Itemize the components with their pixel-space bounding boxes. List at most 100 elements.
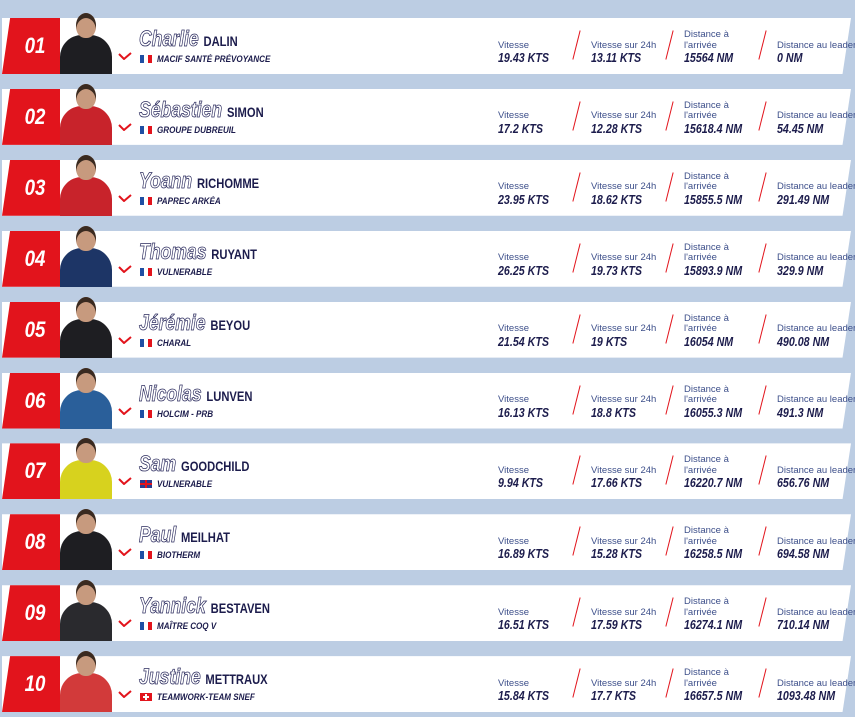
row-background xyxy=(2,372,851,429)
team-name: PAPREC ARKÉA xyxy=(157,195,221,207)
skipper-name[interactable]: Jérémie BEYOU xyxy=(139,309,251,336)
stat-dist-leader: Distance au leader 291.49 NM xyxy=(777,160,855,216)
skipper-row[interactable]: 09 Yannick BESTAVEN MAÎTRE COQ V Vitesse 16… xyxy=(0,580,855,642)
stat-speed24: Vitesse sur 24h 19.73 KTS xyxy=(591,231,671,287)
stat-dist-leader: Distance au leader 54.45 NM xyxy=(777,89,855,145)
stat-speed: Vitesse 19.43 KTS xyxy=(498,18,578,74)
skipper-row[interactable]: 01 Charlie DALIN MACIF SANTÉ PRÉVOYANCE Vi… xyxy=(0,13,855,74)
stat-value: 13.11 KTS xyxy=(591,50,642,65)
rank-number: 04 xyxy=(24,245,46,271)
chevron-down-icon[interactable] xyxy=(118,264,132,273)
last-name: SIMON xyxy=(226,103,264,120)
chevron-down-icon[interactable] xyxy=(118,194,132,202)
stat-value: 15893.9 NM xyxy=(684,262,743,278)
stat-speed24: Vitesse sur 24h 17.59 KTS xyxy=(591,585,671,641)
skipper-row[interactable]: 08 Paul MEILHAT BIOTHERM Vitesse 16.89 KTS V… xyxy=(0,509,855,571)
skipper-row[interactable]: 10 Justine METTRAUX TEAMWORK-TEAM SNEF Vit… xyxy=(0,651,855,713)
skipper-name[interactable]: Sébastien SIMON xyxy=(139,96,264,123)
stat-value: 16055.3 NM xyxy=(684,404,743,420)
skipper-row[interactable]: 05 Jérémie BEYOU CHARAL Vitesse 21.54 KTS Vi… xyxy=(0,296,855,358)
skipper-photo xyxy=(56,576,116,642)
team-name: BIOTHERM xyxy=(157,550,201,562)
chevron-down-icon[interactable] xyxy=(118,52,132,60)
stat-label: Vitesse sur 24h xyxy=(591,110,657,122)
stat-label: Distance au leader xyxy=(777,464,855,476)
row-background xyxy=(2,443,851,500)
skipper-row[interactable]: 07 Sam GOODCHILD VULNERABLE Vitesse 9.94 KT… xyxy=(0,438,855,500)
stat-speed: Vitesse 16.89 KTS xyxy=(498,514,578,570)
rank-number: 06 xyxy=(24,387,46,413)
rank-number: 08 xyxy=(24,529,46,555)
skipper-row[interactable]: 02 Sébastien SIMON GROUPE DUBREUIL Vitesse… xyxy=(0,83,855,145)
stat-value: 9.94 KTS xyxy=(498,475,544,491)
stat-speed: Vitesse 26.25 KTS xyxy=(498,231,578,287)
stat-speed: Vitesse 16.51 KTS xyxy=(498,585,578,641)
chevron-down-icon[interactable] xyxy=(118,123,132,131)
flag-icon xyxy=(140,338,152,347)
skipper-name[interactable]: Charlie DALIN xyxy=(139,26,238,52)
chevron-down-icon[interactable] xyxy=(118,477,132,486)
stat-value: 16274.1 NM xyxy=(684,617,743,633)
last-name: METTRAUX xyxy=(205,671,268,688)
stat-label: Vitesse xyxy=(498,39,529,51)
last-name: DALIN xyxy=(203,33,238,49)
row-background xyxy=(2,585,851,642)
chevron-down-icon[interactable] xyxy=(118,619,132,628)
first-name: Charlie xyxy=(139,26,199,52)
stat-label: Distance à l'arrivée xyxy=(684,525,729,547)
first-name: Sébastien xyxy=(139,96,223,122)
last-name: BEYOU xyxy=(210,316,251,333)
stat-value: 710.14 NM xyxy=(777,617,830,633)
chevron-down-icon[interactable] xyxy=(118,406,132,415)
first-name: Sam xyxy=(139,451,177,477)
rank-number: 09 xyxy=(24,600,46,626)
stat-value: 490.08 NM xyxy=(777,333,830,349)
stat-dist-finish: Distance à l'arrivée 16657.5 NM xyxy=(684,656,764,712)
stat-label: Vitesse xyxy=(498,110,529,122)
stat-dist-finish: Distance à l'arrivée 16054 NM xyxy=(684,302,764,358)
rank-number: 05 xyxy=(24,316,46,342)
rank-badge: 02 xyxy=(2,88,60,145)
skipper-row[interactable]: 04 Thomas RUYANT VULNERABLE Vitesse 26.25 K… xyxy=(0,225,855,287)
skipper-name[interactable]: Yoann RICHOMME xyxy=(139,167,259,194)
stat-label: Vitesse sur 24h xyxy=(591,394,657,405)
stat-label: Vitesse xyxy=(498,535,529,547)
stat-speed: Vitesse 21.54 KTS xyxy=(498,302,578,358)
skipper-row[interactable]: 03 Yoann RICHOMME PAPREC ARKÉA Vitesse 23.9… xyxy=(0,154,855,216)
skipper-photo xyxy=(56,80,116,145)
chevron-down-icon[interactable] xyxy=(118,690,132,699)
team-name: MAÎTRE COQ V xyxy=(157,621,217,633)
stat-dist-finish: Distance à l'arrivée 15564 NM xyxy=(684,18,764,74)
skipper-photo xyxy=(56,293,116,358)
skipper-row[interactable]: 06 Nicolas LUNVEN HOLCIM - PRB Vitesse 16.1… xyxy=(0,367,855,429)
flag-icon xyxy=(140,551,152,560)
stat-label: Vitesse sur 24h xyxy=(591,323,657,335)
chevron-down-icon[interactable] xyxy=(118,548,132,557)
flag-icon xyxy=(140,693,152,702)
stat-label: Vitesse sur 24h xyxy=(591,606,657,618)
stat-label: Distance au leader xyxy=(777,39,855,51)
stat-dist-finish: Distance à l'arrivée 15893.9 NM xyxy=(684,231,764,287)
stat-value: 15564 NM xyxy=(684,50,734,65)
stat-label: Vitesse xyxy=(498,394,529,405)
stat-value: 12.28 KTS xyxy=(591,120,642,136)
stat-label: Distance à l'arrivée xyxy=(684,454,729,476)
first-name: Nicolas xyxy=(139,380,202,406)
stat-value: 19.43 KTS xyxy=(498,50,549,65)
skipper-name[interactable]: Justine METTRAUX xyxy=(139,664,268,690)
skipper-name[interactable]: Paul MEILHAT xyxy=(139,522,230,548)
skipper-name[interactable]: Yannick BESTAVEN xyxy=(139,593,270,619)
stat-value: 656.76 NM xyxy=(777,475,830,491)
team-name: TEAMWORK-TEAM SNEF xyxy=(157,692,255,704)
skipper-name[interactable]: Nicolas LUNVEN xyxy=(139,380,253,407)
stat-label: Distance au leader xyxy=(777,394,855,405)
skipper-photo xyxy=(56,505,116,571)
skipper-name[interactable]: Thomas RUYANT xyxy=(139,238,257,265)
flag-icon xyxy=(140,55,152,63)
stat-dist-leader: Distance au leader 329.9 NM xyxy=(777,231,855,287)
skipper-name[interactable]: Sam GOODCHILD xyxy=(139,451,250,477)
stat-dist-leader: Distance au leader 656.76 NM xyxy=(777,443,855,499)
stat-dist-leader: Distance au leader 491.3 NM xyxy=(777,373,855,429)
stat-value: 17.66 KTS xyxy=(591,475,642,491)
chevron-down-icon[interactable] xyxy=(118,335,132,344)
